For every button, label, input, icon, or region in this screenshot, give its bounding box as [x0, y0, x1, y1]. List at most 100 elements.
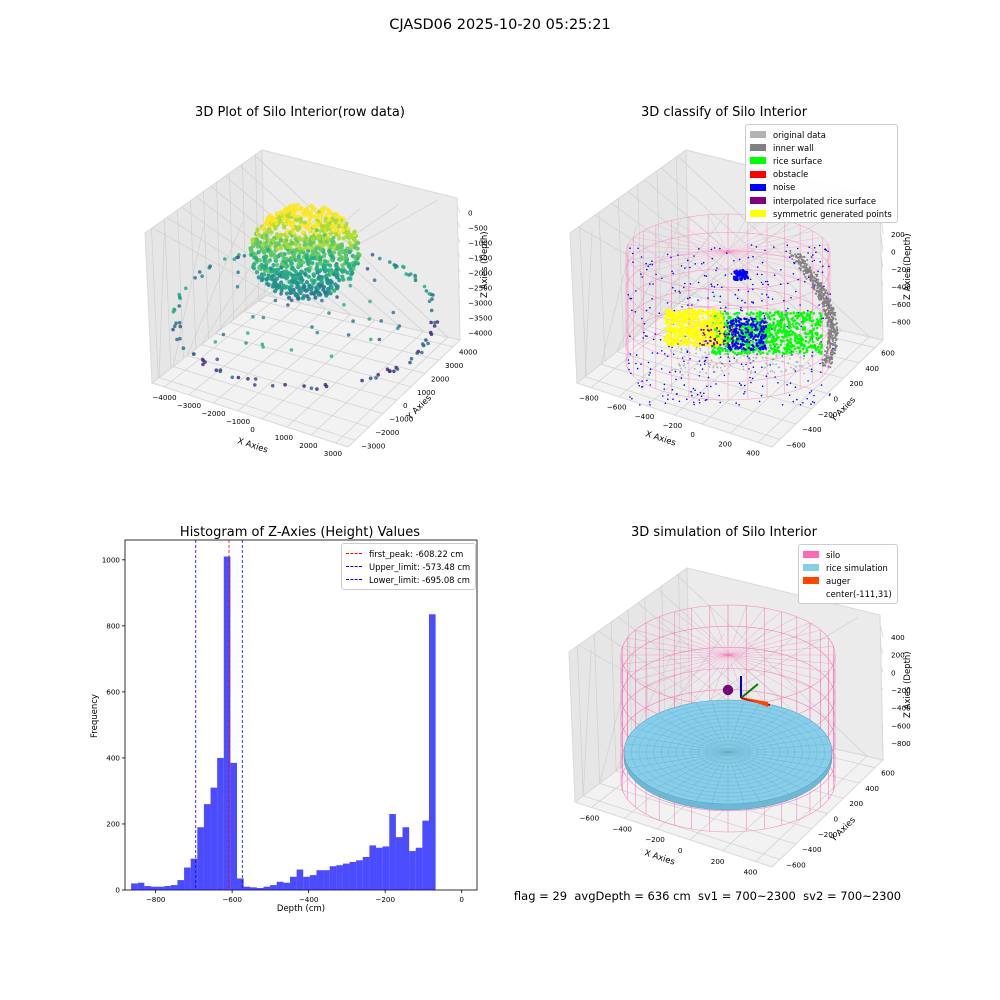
legend-label: Upper_limit: -573.48 cm	[369, 561, 471, 572]
classify-noise-point	[739, 309, 742, 311]
classify-rice-point	[760, 312, 763, 315]
raw-point	[356, 240, 361, 245]
classify-noise-point	[679, 292, 681, 294]
raw-point	[284, 242, 289, 247]
classify-noise-point	[760, 325, 763, 329]
classify-wall-point	[834, 318, 837, 321]
classify-symmetric-point	[678, 335, 681, 339]
classify-symmetric-point	[697, 318, 701, 322]
classify-noise-point	[666, 355, 669, 358]
simulation-rice-mesh	[727, 751, 813, 783]
raw-point	[208, 264, 212, 269]
classify-noise-point	[661, 277, 663, 280]
raw-point	[326, 237, 331, 242]
classify-symmetric-point	[690, 331, 694, 334]
classify-symmetric-point	[691, 335, 694, 339]
classify-legend-item: symmetric generated points	[750, 207, 892, 220]
raw-point	[345, 270, 350, 275]
classify-noise-point	[763, 315, 766, 317]
classify-symmetric-point	[713, 309, 716, 313]
classify-rice-point	[782, 317, 786, 321]
classify-rice-point	[801, 347, 805, 351]
raw-point	[333, 231, 338, 236]
classify-rice-point	[783, 323, 786, 327]
classify-rice-point	[815, 336, 818, 340]
raw-point	[355, 246, 360, 251]
classify-rice-point	[794, 314, 797, 318]
raw-ztick-label: −1000	[468, 239, 493, 248]
classify-noise-point	[765, 375, 768, 378]
histogram-bar	[309, 875, 317, 890]
classify-rice-point	[797, 313, 800, 317]
classify-rice-point	[787, 344, 791, 348]
classify-noise-point	[788, 394, 791, 397]
raw-point	[307, 268, 312, 273]
classify-symmetric-point	[714, 344, 718, 348]
classify-symmetric-point	[711, 337, 714, 340]
classify-symmetric-point	[672, 339, 676, 343]
classify-wall-point	[799, 267, 802, 270]
classify-noise-point	[649, 404, 651, 406]
classify-wall-point	[804, 268, 807, 271]
simulation-ztick-label: 400	[891, 633, 905, 642]
raw-point	[309, 256, 315, 261]
classify-noise-point	[670, 256, 672, 259]
classify-symmetric-point	[683, 337, 687, 341]
classify-noise-point	[731, 333, 734, 336]
classify-noise-point	[742, 343, 745, 346]
classify-original-point	[718, 357, 720, 360]
raw-point	[261, 345, 265, 349]
classify-symmetric-point	[672, 343, 675, 346]
classify-noise-point	[752, 366, 755, 369]
raw-point	[346, 333, 351, 337]
classify-original-point	[714, 370, 716, 373]
classify-noise-point	[748, 357, 750, 359]
simulation-silo-rib	[635, 654, 729, 681]
classify-rice-point	[769, 346, 773, 350]
classify-original-point	[723, 365, 726, 368]
classify-symmetric-point	[675, 318, 678, 322]
raw-point	[266, 247, 271, 252]
raw-point	[289, 348, 294, 352]
raw-point	[333, 228, 338, 233]
raw-point	[353, 254, 358, 259]
classify-noise-point	[728, 326, 732, 330]
classify-noise-point	[651, 352, 654, 354]
classify-noise-point	[822, 265, 824, 268]
raw-point	[278, 218, 283, 223]
raw-point	[264, 240, 269, 245]
classify-noise-point	[818, 304, 820, 306]
histogram-legend: first_peak: -608.22 cm Upper_limit: -573.…	[341, 543, 477, 590]
classify-noise-point	[631, 309, 633, 312]
raw-point	[175, 337, 179, 342]
classify-noise-point	[823, 285, 825, 288]
classify-original-point	[766, 364, 769, 367]
histogram-xtick-label: −600	[222, 895, 242, 904]
classify-noise-point	[686, 351, 689, 354]
classify-symmetric-point	[686, 339, 690, 343]
classify-noise-point	[734, 293, 737, 296]
classify-xtick-label: −600	[607, 403, 627, 412]
classify-wall-point	[809, 276, 812, 279]
classify-noise-point	[758, 324, 762, 327]
classify-symmetric-point	[711, 316, 714, 320]
classify-noise-point	[785, 310, 787, 312]
classify-noise-point	[694, 263, 697, 265]
classify-wall-point	[823, 288, 826, 291]
simulation-z-gridline	[882, 725, 884, 729]
raw-point	[282, 224, 287, 229]
classify-wall-point	[827, 293, 830, 296]
classify-rice-point	[724, 336, 727, 340]
simulation-rice-mesh	[695, 751, 729, 802]
raw-point	[254, 270, 260, 275]
classify-wall-point	[804, 262, 807, 265]
classify-rice-point	[810, 333, 814, 336]
simulation-silo-rib	[727, 654, 834, 664]
classify-rice-point	[789, 312, 792, 315]
classify-symmetric-point	[705, 330, 708, 333]
classify-symmetric-point	[685, 329, 689, 332]
classify-rice-point	[775, 342, 778, 346]
classify-rice-point	[798, 334, 801, 337]
histogram-bar	[422, 820, 429, 890]
classify-noise-point	[675, 378, 677, 381]
